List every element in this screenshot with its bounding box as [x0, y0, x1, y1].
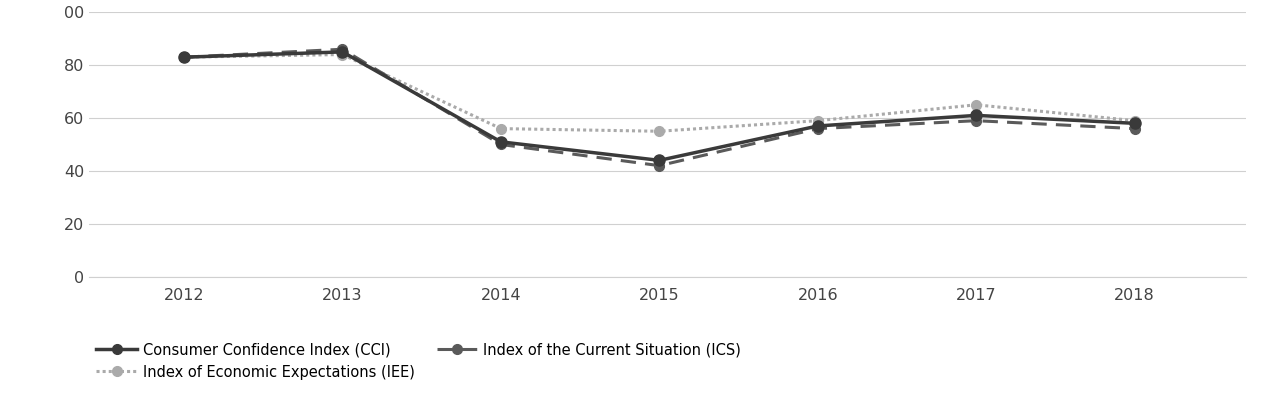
Legend: Consumer Confidence Index (CCI), Index of Economic Expectations (IEE), Index of : Consumer Confidence Index (CCI), Index o… — [97, 342, 741, 380]
